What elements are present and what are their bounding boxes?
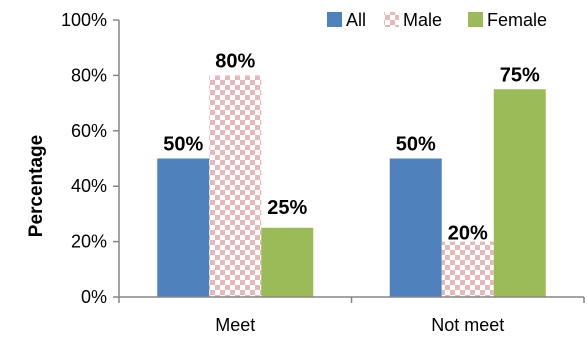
legend-swatch-all <box>327 12 342 27</box>
x-axis-ticks: Meet Not meet <box>118 297 585 335</box>
y-tick-label: 40% <box>71 176 107 196</box>
y-tick-label: 100% <box>61 10 107 30</box>
chart-legend: All Male Female <box>327 10 547 30</box>
legend-label-female: Female <box>487 10 547 30</box>
bars <box>157 75 546 298</box>
y-tick-label: 60% <box>71 121 107 141</box>
bar-male <box>441 241 494 297</box>
data-label: 20% <box>448 223 488 245</box>
legend-swatch-female <box>468 12 483 27</box>
y-tick-label: 0% <box>81 287 107 307</box>
legend-label-male: Male <box>403 10 442 30</box>
data-label: 50% <box>396 134 436 156</box>
bar-male <box>209 75 262 298</box>
bar-all <box>157 158 210 297</box>
data-label: 80% <box>215 50 255 72</box>
bar-all <box>389 158 442 297</box>
x-category-label: Meet <box>215 315 255 335</box>
bar-female <box>261 227 314 297</box>
data-label: 50% <box>163 134 203 156</box>
x-category-label: Not meet <box>431 315 504 335</box>
data-labels: 50% 80% 25% 50% 20% 75% <box>163 50 540 244</box>
y-axis-title: Percentage <box>26 135 47 237</box>
data-label: 75% <box>500 64 540 86</box>
data-label: 25% <box>267 197 307 219</box>
y-tick-label: 80% <box>71 65 107 85</box>
y-tick-label: 20% <box>71 232 107 252</box>
legend-swatch-male <box>384 12 399 27</box>
y-axis-ticks: 0% 20% 40% 60% 80% 100% <box>61 10 119 307</box>
legend-label-all: All <box>346 10 366 30</box>
bar-female <box>493 89 546 297</box>
